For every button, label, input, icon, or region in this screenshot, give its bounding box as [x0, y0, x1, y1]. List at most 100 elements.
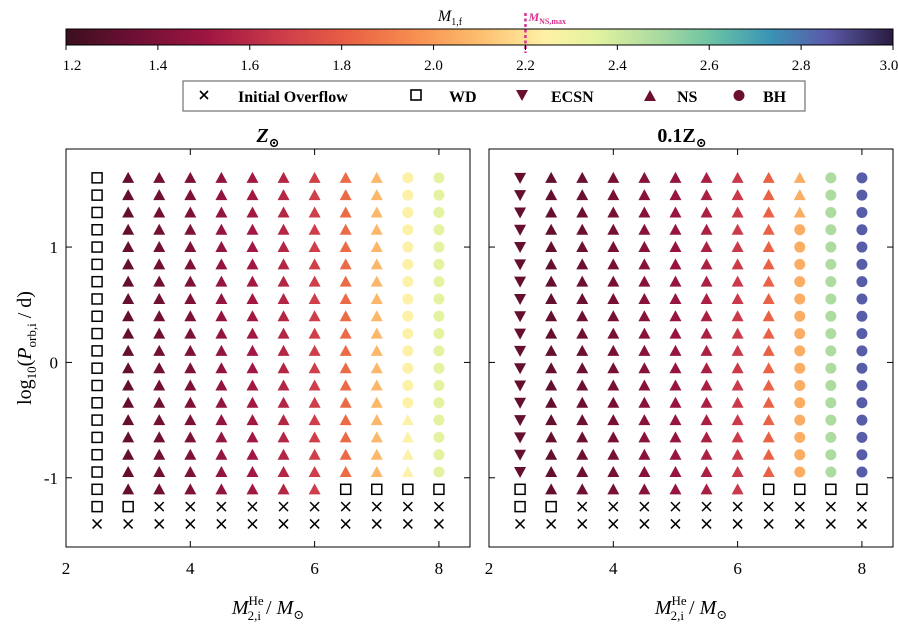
ns-marker	[700, 189, 713, 201]
ns-marker	[401, 414, 414, 426]
bh-marker	[433, 345, 445, 357]
right-plot-frame	[488, 148, 894, 548]
ns-marker	[370, 431, 383, 443]
overflow-marker	[216, 501, 227, 512]
ns-marker	[545, 344, 558, 356]
ns-marker	[669, 483, 682, 495]
bh-marker	[433, 449, 445, 461]
triangle-up-icon	[644, 90, 656, 101]
ns-marker	[308, 171, 321, 183]
ns-marker	[370, 414, 383, 426]
ns-marker	[762, 189, 775, 201]
ns-marker	[607, 362, 620, 374]
x-tick-label: 8	[858, 559, 867, 578]
wd-marker	[91, 275, 103, 288]
ns-marker	[277, 241, 290, 253]
ns-marker	[246, 206, 259, 218]
ns-marker	[669, 189, 682, 201]
bh-marker	[825, 224, 837, 236]
bh-marker	[433, 310, 445, 322]
ns-marker	[638, 379, 651, 391]
overflow-marker	[794, 518, 805, 529]
wd-marker	[91, 224, 103, 236]
ns-marker	[669, 292, 682, 304]
bh-marker	[825, 206, 837, 218]
wd-marker	[91, 241, 103, 253]
ns-marker	[339, 466, 352, 478]
ns-marker	[638, 414, 651, 426]
ns-marker	[607, 396, 620, 408]
bh-marker	[794, 449, 806, 461]
overflow-marker	[856, 518, 867, 529]
ns-marker	[122, 362, 135, 374]
ns-marker	[793, 171, 806, 183]
ns-marker	[762, 396, 775, 408]
ns-marker	[545, 448, 558, 460]
colorbar-gradient	[65, 28, 894, 46]
bh-marker	[825, 276, 837, 288]
bh-marker	[825, 466, 837, 478]
ns-marker	[215, 414, 228, 426]
ns-marker	[669, 171, 682, 183]
ns-marker	[215, 327, 228, 339]
ns-marker	[607, 258, 620, 270]
overflow-marker	[340, 518, 351, 529]
ns-marker	[246, 414, 259, 426]
ns-marker	[122, 292, 135, 304]
legend-item-bh: BH	[733, 89, 787, 106]
bh-marker	[794, 431, 806, 443]
bh-marker	[402, 241, 414, 253]
legend-item-wd: WD	[410, 89, 477, 106]
ns-marker	[215, 483, 228, 495]
wd-marker	[91, 466, 103, 478]
left-panel-markers	[91, 171, 445, 529]
ns-marker	[184, 396, 197, 408]
ns-marker	[153, 310, 166, 322]
ns-marker	[731, 223, 744, 235]
ns-marker	[370, 241, 383, 253]
ns-marker	[669, 362, 682, 374]
ns-marker	[370, 206, 383, 218]
ns-marker	[308, 189, 321, 201]
overflow-marker	[670, 501, 681, 512]
bh-marker	[856, 397, 868, 409]
colorbar-ticks: 1.2 1.4 1.6 1.8 2.0 2.2 2.4 2.6 2.8 3.0	[63, 45, 898, 74]
ns-marker	[339, 292, 352, 304]
ecsn-marker	[514, 224, 527, 236]
ns-marker	[153, 414, 166, 426]
ns-marker	[339, 310, 352, 322]
ns-marker	[669, 379, 682, 391]
bh-marker	[794, 466, 806, 478]
ns-max-marker-label: MNS,max	[527, 10, 566, 26]
ns-marker	[184, 206, 197, 218]
ns-marker	[731, 483, 744, 495]
ns-marker	[576, 379, 589, 391]
bh-marker	[402, 345, 414, 357]
ns-marker	[215, 344, 228, 356]
ns-marker	[638, 206, 651, 218]
ns-marker	[153, 292, 166, 304]
ns-marker	[308, 258, 321, 270]
ns-marker	[545, 483, 558, 495]
bh-marker	[402, 379, 414, 391]
ns-marker	[308, 448, 321, 460]
ns-marker	[246, 241, 259, 253]
ns-marker	[308, 483, 321, 495]
ns-marker	[246, 466, 259, 478]
ns-marker	[277, 483, 290, 495]
ns-marker	[638, 258, 651, 270]
legend-box	[182, 80, 806, 112]
ecsn-marker	[514, 311, 527, 323]
ns-marker	[246, 327, 259, 339]
x-tick-label: 4	[186, 559, 195, 578]
ns-marker	[308, 292, 321, 304]
ns-marker	[576, 310, 589, 322]
ns-marker	[762, 327, 775, 339]
ns-marker	[308, 344, 321, 356]
overflow-marker	[309, 501, 320, 512]
ns-marker	[215, 258, 228, 270]
ns-marker	[246, 344, 259, 356]
ns-marker	[184, 275, 197, 287]
wd-marker	[91, 379, 103, 392]
ns-marker	[153, 344, 166, 356]
